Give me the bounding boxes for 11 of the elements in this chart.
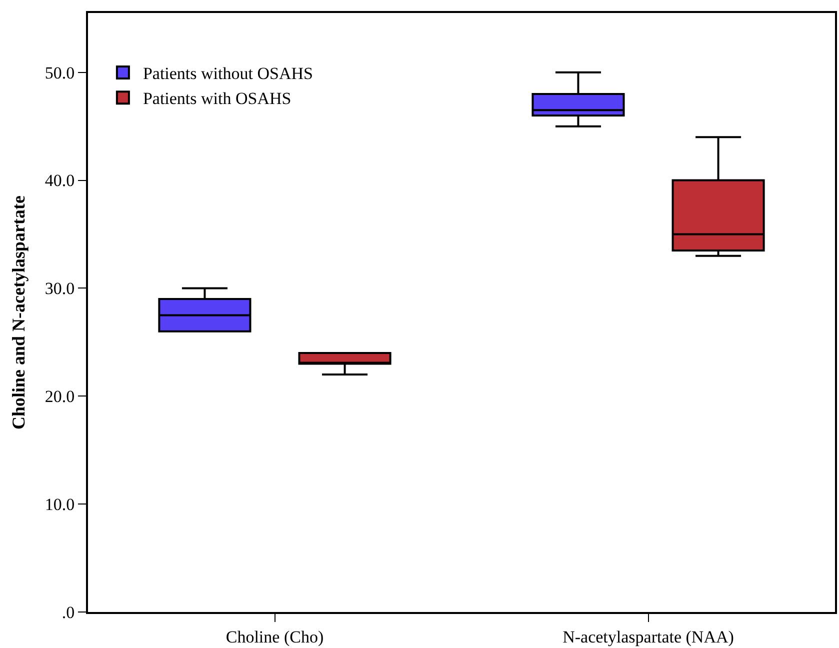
y-axis-title: Choline and N-acetylaspartate	[8, 196, 29, 430]
y-tick-label: 20.0	[44, 387, 75, 406]
legend-label: Patients with OSAHS	[142, 89, 292, 108]
y-tick-label: 30.0	[44, 279, 75, 298]
y-tick-label: 40.0	[44, 171, 75, 190]
x-tick-label: N-acetylaspartate (NAA)	[562, 627, 734, 646]
y-tick-label: 50.0	[44, 63, 75, 82]
legend-label: Patients without OSAHS	[142, 64, 313, 84]
y-tick-label: 10.0	[44, 495, 75, 514]
y-tick-label: .0	[62, 602, 75, 622]
x-tick-label: Choline (Cho)	[226, 627, 324, 646]
